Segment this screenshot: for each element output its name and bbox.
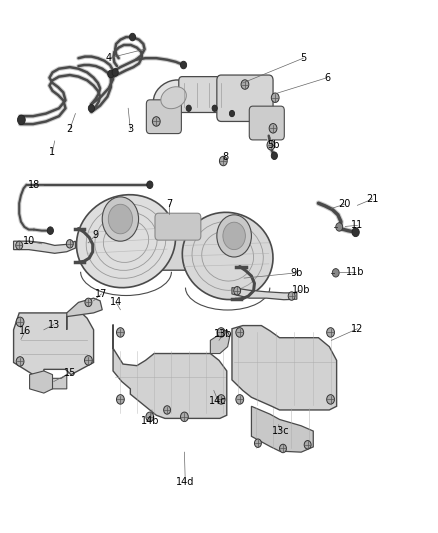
Text: 14b: 14b	[141, 416, 159, 425]
Text: 6: 6	[324, 72, 330, 83]
Circle shape	[117, 328, 124, 337]
FancyBboxPatch shape	[146, 100, 181, 134]
Circle shape	[271, 152, 277, 159]
Text: 8: 8	[223, 152, 229, 162]
Text: 1: 1	[49, 147, 56, 157]
Circle shape	[129, 33, 136, 41]
Text: 12: 12	[351, 324, 364, 334]
Ellipse shape	[161, 87, 186, 109]
Ellipse shape	[153, 80, 194, 116]
Text: 11: 11	[351, 220, 364, 230]
Circle shape	[16, 241, 23, 249]
Circle shape	[352, 228, 359, 237]
Circle shape	[217, 215, 251, 257]
Circle shape	[117, 394, 124, 404]
Circle shape	[267, 140, 275, 150]
Circle shape	[152, 117, 160, 126]
Text: 17: 17	[95, 289, 108, 299]
Circle shape	[186, 105, 191, 111]
Text: 21: 21	[366, 194, 379, 204]
Circle shape	[336, 223, 343, 231]
Text: 10b: 10b	[292, 285, 311, 295]
Text: 13b: 13b	[214, 329, 233, 339]
Circle shape	[16, 357, 24, 366]
Circle shape	[230, 110, 235, 117]
Polygon shape	[38, 375, 67, 389]
Circle shape	[217, 328, 225, 337]
Circle shape	[236, 394, 244, 404]
Circle shape	[327, 394, 335, 404]
Circle shape	[85, 356, 92, 365]
Circle shape	[271, 93, 279, 102]
Circle shape	[279, 444, 286, 453]
Circle shape	[212, 105, 217, 111]
Circle shape	[47, 227, 53, 235]
Circle shape	[304, 441, 311, 449]
Circle shape	[219, 156, 227, 166]
Circle shape	[180, 412, 188, 422]
Circle shape	[108, 70, 114, 78]
Polygon shape	[113, 325, 227, 418]
Text: 18: 18	[28, 180, 40, 190]
Circle shape	[236, 328, 244, 337]
FancyBboxPatch shape	[217, 75, 273, 122]
Polygon shape	[210, 330, 230, 353]
Circle shape	[327, 328, 335, 337]
Text: 13c: 13c	[272, 426, 289, 436]
FancyBboxPatch shape	[179, 77, 227, 112]
Polygon shape	[67, 298, 102, 330]
Text: 2: 2	[67, 124, 73, 134]
Circle shape	[102, 197, 138, 241]
Circle shape	[332, 269, 339, 277]
Circle shape	[234, 287, 240, 295]
Text: 4: 4	[106, 53, 112, 63]
FancyBboxPatch shape	[153, 222, 209, 270]
Text: 13: 13	[48, 319, 60, 329]
Circle shape	[18, 115, 25, 125]
Text: 16: 16	[19, 326, 32, 336]
Text: 3: 3	[127, 124, 134, 134]
Polygon shape	[14, 241, 75, 253]
Text: 7: 7	[166, 199, 173, 209]
Circle shape	[223, 222, 245, 249]
Circle shape	[66, 240, 73, 248]
Circle shape	[88, 104, 95, 112]
Circle shape	[16, 317, 24, 327]
Circle shape	[254, 439, 261, 447]
Text: 15: 15	[64, 368, 76, 378]
Ellipse shape	[182, 212, 273, 300]
Ellipse shape	[77, 195, 176, 288]
Circle shape	[241, 80, 249, 90]
Circle shape	[85, 298, 92, 306]
Circle shape	[146, 412, 154, 422]
Circle shape	[180, 61, 187, 69]
Text: 5: 5	[300, 53, 307, 63]
Circle shape	[108, 204, 133, 234]
Circle shape	[147, 181, 153, 189]
FancyBboxPatch shape	[249, 106, 284, 140]
Text: 9: 9	[93, 230, 99, 240]
Polygon shape	[232, 326, 337, 410]
Polygon shape	[30, 371, 53, 393]
Text: 10: 10	[23, 236, 35, 246]
Circle shape	[217, 394, 225, 404]
Circle shape	[269, 124, 277, 133]
Polygon shape	[251, 406, 313, 452]
Circle shape	[164, 406, 170, 414]
Text: 5b: 5b	[267, 140, 279, 150]
Polygon shape	[14, 313, 94, 377]
Text: 9b: 9b	[291, 268, 303, 278]
Text: 14d: 14d	[176, 477, 194, 487]
Text: 14: 14	[110, 297, 122, 308]
Circle shape	[112, 69, 118, 76]
Text: 11b: 11b	[346, 267, 364, 277]
Text: 14c: 14c	[209, 396, 227, 406]
Polygon shape	[232, 288, 297, 300]
Circle shape	[288, 292, 295, 300]
FancyBboxPatch shape	[155, 213, 201, 240]
Text: 20: 20	[338, 199, 350, 209]
